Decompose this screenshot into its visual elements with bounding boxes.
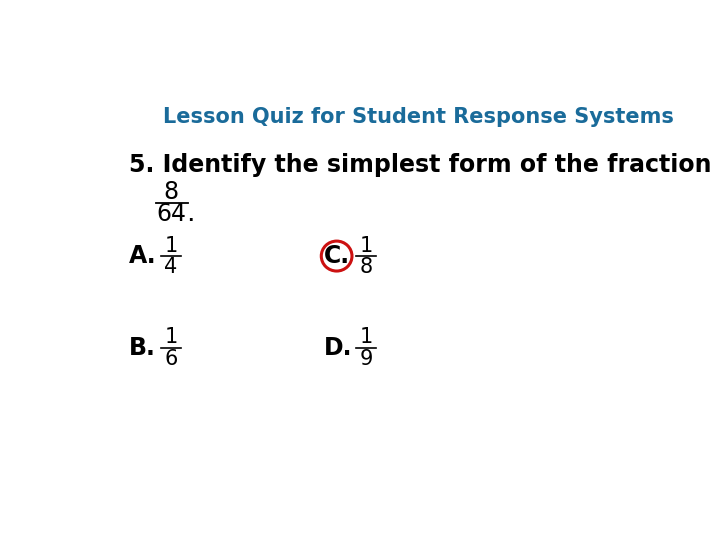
Text: 4: 4: [164, 257, 178, 278]
Text: 1: 1: [359, 235, 373, 255]
Text: 8: 8: [360, 257, 373, 278]
Text: C.: C.: [324, 244, 351, 268]
Text: A.: A.: [129, 244, 157, 268]
Text: 1: 1: [164, 235, 178, 255]
Text: 8: 8: [163, 180, 179, 204]
Text: 64: 64: [156, 202, 186, 226]
Text: 6: 6: [164, 349, 178, 369]
Text: 9: 9: [359, 349, 373, 369]
Text: 5. Identify the simplest form of the fraction: 5. Identify the simplest form of the fra…: [129, 153, 711, 177]
Text: 1: 1: [359, 327, 373, 347]
Text: .: .: [186, 201, 194, 227]
Text: D.: D.: [324, 335, 353, 360]
Text: B.: B.: [129, 335, 156, 360]
Text: Lesson Quiz for Student Response Systems: Lesson Quiz for Student Response Systems: [163, 107, 673, 127]
Text: 1: 1: [164, 327, 178, 347]
